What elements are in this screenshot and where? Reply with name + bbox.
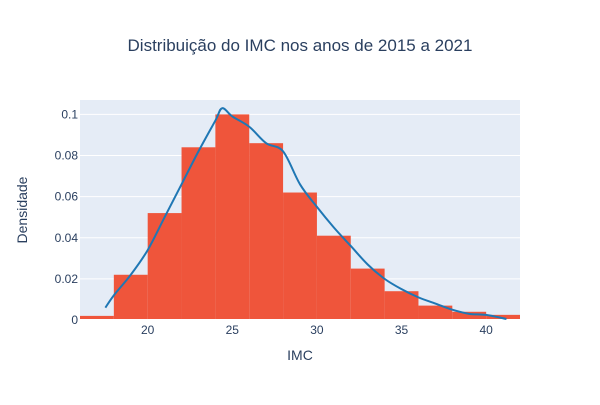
- x-tick-label: 40: [479, 323, 493, 337]
- histogram-bars: [80, 114, 520, 321]
- x-tick-label: 25: [226, 323, 240, 337]
- x-tick-label: 35: [395, 323, 409, 337]
- y-tick-label: 0.1: [61, 107, 78, 121]
- density-curve: [104, 107, 507, 320]
- histogram-bar: [384, 291, 419, 320]
- y-tick-label: 0: [71, 313, 78, 327]
- histogram-bar: [350, 268, 385, 320]
- histogram-bar: [249, 143, 284, 320]
- y-tick-label: 0.02: [55, 272, 79, 286]
- y-axis-label: Densidade: [14, 176, 30, 243]
- histogram-bar: [283, 192, 317, 320]
- histogram-bar: [215, 114, 250, 321]
- histogram-bar: [147, 213, 182, 320]
- y-tick-label: 0.06: [55, 190, 79, 204]
- histogram-bar: [316, 235, 351, 320]
- histogram-bar: [418, 305, 453, 320]
- y-axis: 0 0.02 0.04 0.06 0.08 0.1: [55, 107, 79, 327]
- x-axis-label: IMC: [287, 347, 313, 363]
- y-tick-label: 0.04: [55, 231, 79, 245]
- histogram-bar: [113, 274, 148, 320]
- histogram-bar: [181, 147, 216, 320]
- histogram-bar: [80, 315, 114, 320]
- histogram-bar: [452, 311, 487, 320]
- y-tick-label: 0.08: [55, 149, 79, 163]
- x-tick-label: 30: [310, 323, 324, 337]
- x-axis: 20 25 30 35 40: [141, 323, 493, 337]
- x-tick-label: 20: [141, 323, 155, 337]
- chart-title: Distribuição do IMC nos anos de 2015 a 2…: [128, 36, 473, 55]
